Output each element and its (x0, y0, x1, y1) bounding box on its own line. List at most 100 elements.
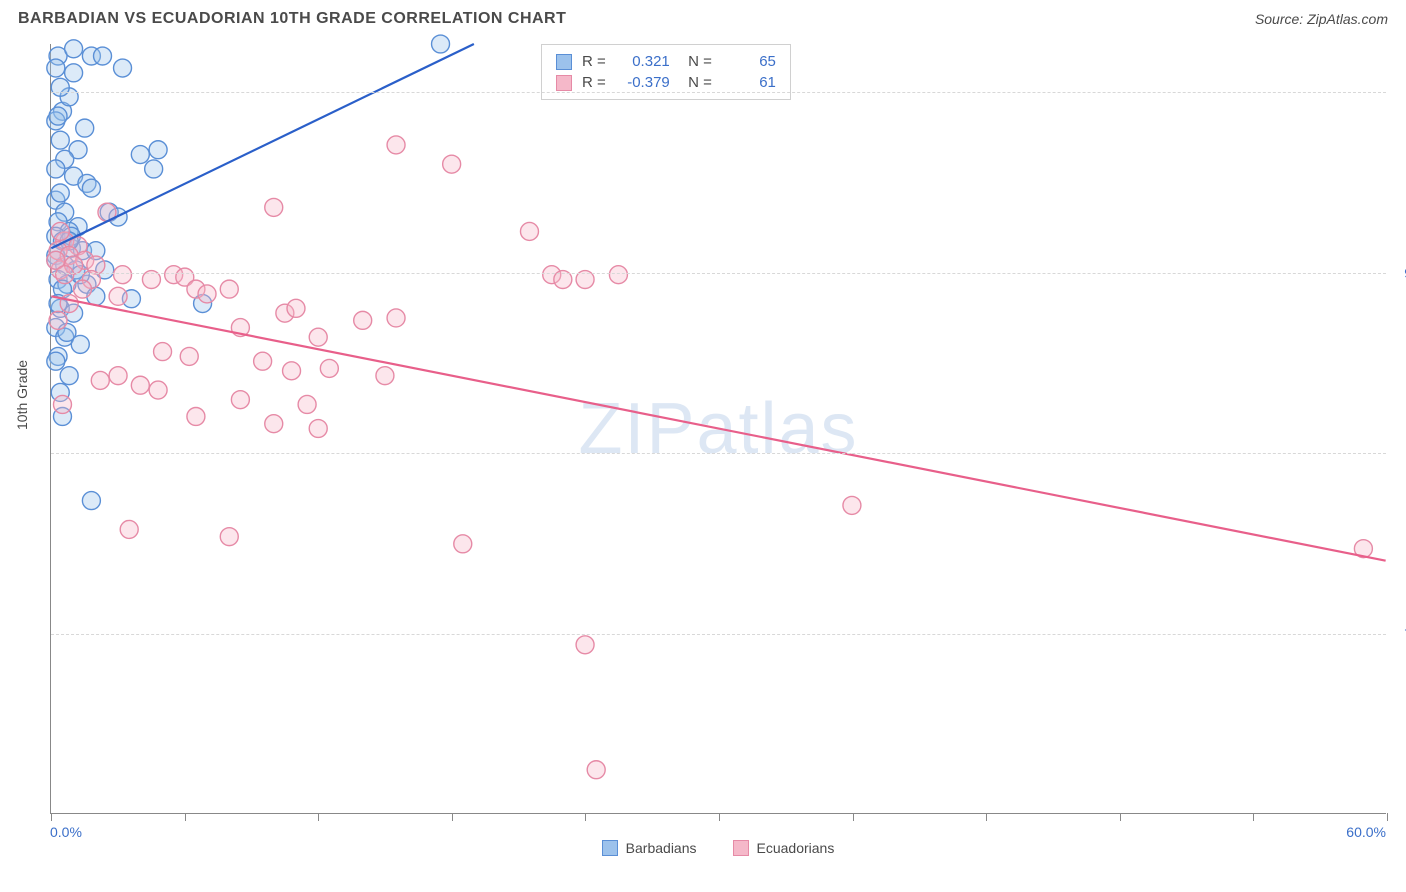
legend-row: R =0.321 N =65 (556, 51, 776, 72)
r-label: R = (582, 53, 606, 70)
chart-source: Source: ZipAtlas.com (1255, 11, 1388, 27)
legend-label: Barbadians (626, 840, 697, 856)
data-point (120, 520, 138, 538)
data-point (198, 285, 216, 303)
r-value: -0.379 (616, 74, 670, 91)
data-point (265, 198, 283, 216)
data-point (109, 367, 127, 385)
data-point (376, 367, 394, 385)
x-tick (986, 813, 987, 821)
data-point (387, 136, 405, 154)
data-point (131, 376, 149, 394)
data-point (283, 362, 301, 380)
x-tick (719, 813, 720, 821)
n-value: 61 (722, 74, 776, 91)
x-max-label: 60.0% (1346, 824, 1386, 840)
gridline (51, 92, 1386, 93)
data-point (131, 146, 149, 164)
data-point (387, 309, 405, 327)
legend-label: Ecuadorians (757, 840, 835, 856)
data-point (309, 420, 327, 438)
x-tick (452, 813, 453, 821)
data-point (154, 343, 172, 361)
data-point (51, 222, 69, 240)
data-point (76, 119, 94, 137)
legend-swatch (556, 75, 572, 91)
data-point (91, 371, 109, 389)
x-tick (51, 813, 52, 821)
data-point (47, 352, 65, 370)
r-label: R = (582, 74, 606, 91)
data-point (180, 347, 198, 365)
data-point (149, 381, 167, 399)
data-point (287, 299, 305, 317)
chart-header: BARBADIAN VS ECUADORIAN 10TH GRADE CORRE… (0, 0, 1406, 34)
data-point (298, 395, 316, 413)
x-tick (585, 813, 586, 821)
gridline (51, 273, 1386, 274)
data-point (60, 295, 78, 313)
legend-row: R = -0.379 N = 61 (556, 72, 776, 93)
chart-title: BARBADIAN VS ECUADORIAN 10TH GRADE CORRE… (18, 10, 566, 28)
data-point (49, 311, 67, 329)
x-tick (1387, 813, 1388, 821)
legend-item: Ecuadorians (733, 840, 835, 856)
series-legend: Barbadians Ecuadorians (50, 840, 1386, 856)
data-point (51, 78, 69, 96)
data-point (51, 131, 69, 149)
data-point (47, 59, 65, 77)
legend-swatch (602, 840, 618, 856)
plot-area: ZIPatlas R =0.321 N =65R =-0.379 N =61 7… (50, 44, 1386, 814)
x-tick (1120, 813, 1121, 821)
trend-line (51, 44, 474, 248)
data-point (843, 496, 861, 514)
data-point (187, 407, 205, 425)
y-tick-label: 77.5% (1392, 626, 1406, 642)
data-point (265, 415, 283, 433)
data-point (114, 59, 132, 77)
data-point (49, 107, 67, 125)
trend-line (51, 296, 1385, 560)
data-point (220, 280, 238, 298)
data-point (145, 160, 163, 178)
data-point (65, 64, 83, 82)
data-point (220, 528, 238, 546)
data-point (65, 40, 83, 58)
legend-swatch (733, 840, 749, 856)
x-tick (853, 813, 854, 821)
legend-swatch (556, 54, 572, 70)
data-point (354, 311, 372, 329)
data-point (47, 160, 65, 178)
data-point (443, 155, 461, 173)
data-point (576, 636, 594, 654)
n-label: N = (680, 74, 712, 91)
x-tick (318, 813, 319, 821)
n-label: N = (680, 53, 712, 70)
x-tick (1253, 813, 1254, 821)
scatter-svg (51, 44, 1386, 813)
data-point (587, 761, 605, 779)
x-axis-labels: 0.0% 60.0% (50, 824, 1386, 840)
y-axis-label: 10th Grade (14, 360, 30, 430)
y-tick-label: 92.5% (1392, 265, 1406, 281)
data-point (51, 184, 69, 202)
data-point (56, 266, 74, 284)
data-point (114, 266, 132, 284)
data-point (309, 328, 327, 346)
x-tick (185, 813, 186, 821)
data-point (60, 367, 78, 385)
data-point (520, 222, 538, 240)
data-point (454, 535, 472, 553)
legend-item: Barbadians (602, 840, 697, 856)
data-point (74, 280, 92, 298)
r-value: 0.321 (616, 53, 670, 70)
data-point (82, 179, 100, 197)
data-point (109, 287, 127, 305)
data-point (231, 391, 249, 409)
data-point (149, 141, 167, 159)
data-point (432, 35, 450, 53)
data-point (94, 47, 112, 65)
data-point (320, 359, 338, 377)
data-point (53, 395, 71, 413)
data-point (82, 492, 100, 510)
